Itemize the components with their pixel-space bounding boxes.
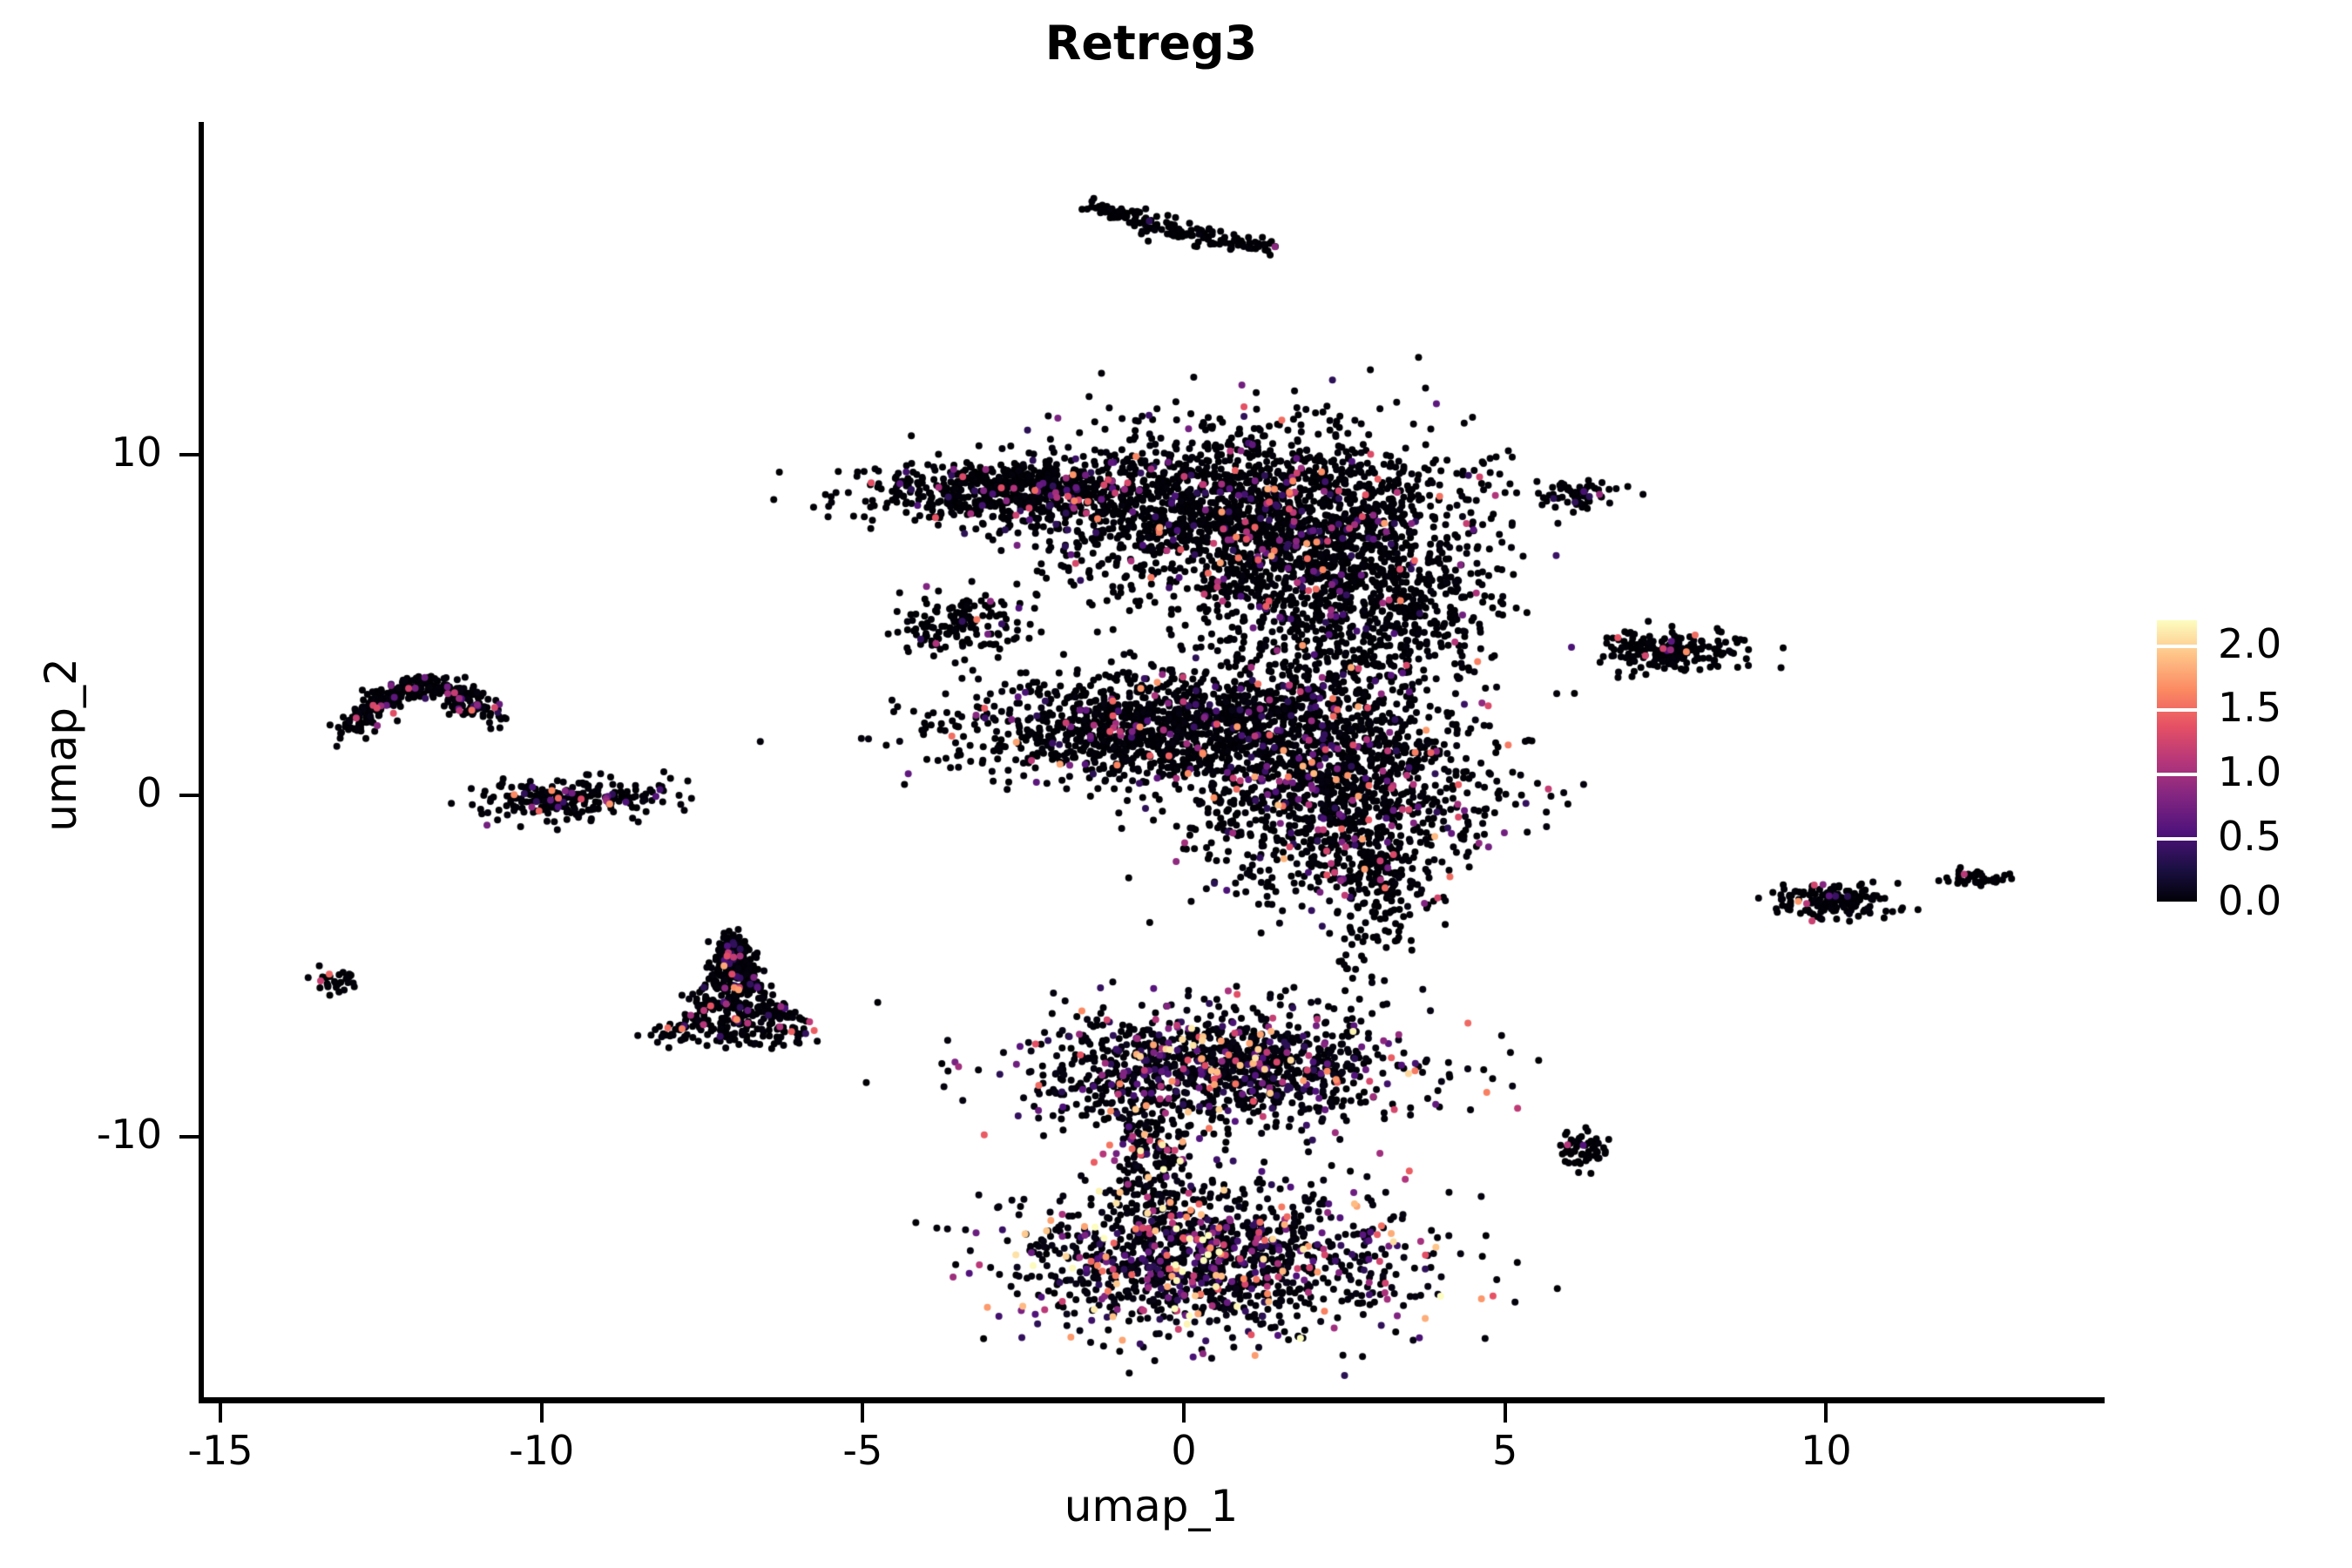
y-axis-label: umap_2 [36,658,86,832]
x-tick-label-4: 5 [1492,1427,1518,1474]
scatter-plot [199,122,2104,1401]
y-tick-label-0: -10 [96,1110,162,1158]
y-tick-label-2: 10 [111,428,162,476]
x-tick-0 [219,1403,222,1423]
x-tick-label-0: -15 [187,1427,253,1474]
colorbar [2157,620,2197,903]
x-axis-spine [199,1397,2105,1403]
colorbar-tick-label-4: 0.0 [2218,877,2282,924]
x-tick-2 [861,1403,865,1423]
page-title: Retreg3 [1044,16,1258,71]
colorbar-tick-label-2: 1.0 [2218,748,2282,796]
colorbar-tick-4 [2157,902,2197,905]
x-tick-label-1: -10 [509,1427,575,1474]
colorbar-tick-label-3: 0.5 [2218,813,2282,861]
y-tick-0 [179,1134,199,1139]
x-tick-label-3: 0 [1171,1427,1197,1474]
x-tick-1 [539,1403,544,1423]
y-tick-2 [179,452,199,456]
colorbar-tick-3 [2157,837,2197,841]
y-tick-1 [179,794,199,797]
y-tick-label-1: 0 [136,769,162,816]
x-tick-4 [1503,1403,1507,1423]
y-axis-spine [199,122,204,1403]
x-tick-label-2: -5 [842,1427,883,1474]
colorbar-tick-0 [2157,644,2197,648]
plot-area [199,122,2104,1401]
x-tick-3 [1182,1403,1186,1423]
colorbar-tick-label-0: 2.0 [2218,619,2282,667]
x-tick-5 [1824,1403,1828,1423]
colorbar-tick-1 [2157,708,2197,713]
colorbar-tick-2 [2157,773,2197,777]
x-axis-label: umap_1 [1064,1481,1239,1531]
x-tick-label-5: 10 [1801,1427,1852,1474]
colorbar-tick-label-1: 1.5 [2218,684,2282,732]
colorbar-gradient [2157,620,2197,903]
